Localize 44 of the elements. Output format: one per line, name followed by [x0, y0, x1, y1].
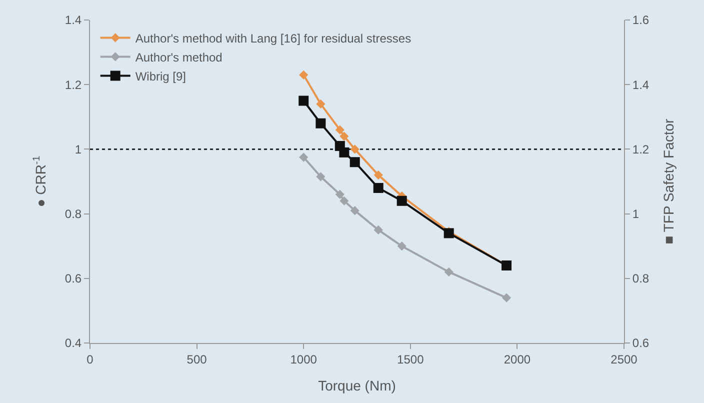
x-tick-label: 2500: [610, 352, 638, 366]
point: [340, 132, 349, 141]
y-tick-label: 1.4: [64, 13, 82, 28]
point: [374, 170, 383, 180]
x-tick-label: 500: [186, 352, 208, 366]
y2-tick-label: 0.6: [632, 336, 650, 350]
y2-tick-label: 1: [632, 207, 640, 221]
point: [350, 157, 360, 168]
point: [373, 182, 384, 193]
point: [350, 206, 360, 216]
y2-tick-label: 1.2: [632, 142, 650, 156]
point: [502, 293, 512, 302]
point: [299, 70, 308, 80]
point: [335, 125, 344, 134]
y-tick-label: 1: [74, 142, 82, 156]
y-tick-label: 1.2: [64, 78, 82, 92]
point: [298, 96, 309, 106]
point: [316, 118, 326, 128]
point: [335, 190, 344, 199]
y2-tick-label: 1.6: [632, 13, 650, 28]
point: [339, 147, 350, 158]
y2-tick-label: 1.4: [632, 78, 650, 92]
x-tick-label: 1500: [397, 352, 424, 366]
legend-label: Author's method with Lang [16] for residual stresses: [135, 31, 412, 46]
point: [397, 242, 406, 251]
y-tick-label: 0.6: [64, 272, 82, 286]
point: [396, 196, 407, 206]
point: [316, 172, 326, 182]
y-tick-label: 0.4: [64, 336, 82, 350]
x-axis-title: Torque (Nm): [318, 378, 396, 394]
y2-axis-title: ■ TFP Safety Factor: [660, 118, 677, 244]
point: [299, 152, 308, 162]
y-tick-label: 0.8: [64, 207, 82, 221]
point: [340, 196, 349, 206]
x-tick-label: 0: [86, 352, 94, 366]
point: [316, 99, 326, 109]
legend-label: Wibrig [9]: [135, 69, 186, 84]
x-tick-label: 2000: [504, 352, 531, 366]
x-tick-label: 1000: [290, 352, 318, 366]
legend-label: Author's method: [135, 50, 222, 64]
point: [374, 225, 383, 234]
point: [350, 144, 360, 154]
y2-tick-label: 0.8: [632, 272, 650, 286]
point: [444, 267, 454, 276]
